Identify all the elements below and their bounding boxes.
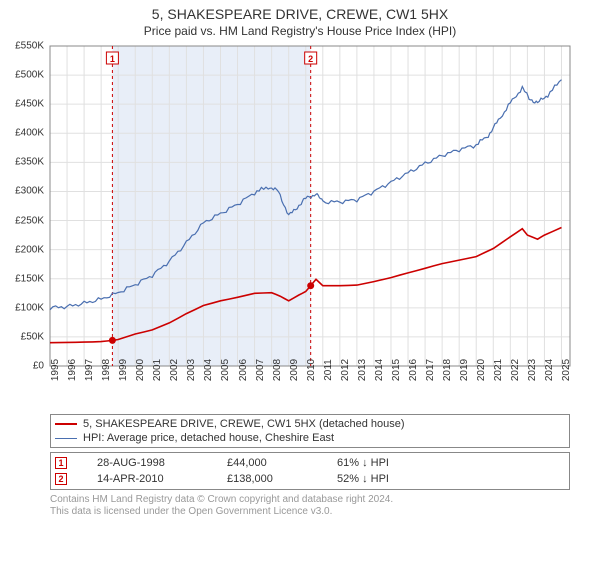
x-axis-label: 2004 xyxy=(203,359,214,381)
transaction-delta: 61% ↓ HPI xyxy=(337,455,389,471)
transaction-marker: 1 xyxy=(55,457,67,469)
y-axis-label: £400K xyxy=(15,128,44,139)
x-axis-label: 2011 xyxy=(323,359,334,381)
x-axis-label: 1996 xyxy=(67,359,78,381)
y-axis-label: £150K xyxy=(15,273,44,284)
transactions-table: 1 28-AUG-1998 £44,000 61% ↓ HPI 2 14-APR-2010… xyxy=(50,452,570,490)
x-axis-label: 2013 xyxy=(357,359,368,381)
x-axis-label: 2009 xyxy=(289,359,300,381)
y-axis-label: £200K xyxy=(15,244,44,255)
y-axis-label: £50K xyxy=(21,331,44,342)
svg-text:2: 2 xyxy=(308,54,313,64)
footer-text: Contains HM Land Registry data © Crown c… xyxy=(50,494,570,518)
y-axis-label: £550K xyxy=(15,41,44,52)
x-axis-label: 2010 xyxy=(306,359,317,381)
footer-line-2: This data is licensed under the Open Gov… xyxy=(50,506,570,518)
x-axis-label: 2018 xyxy=(442,359,453,381)
chart-subtitle: Price paid vs. HM Land Registry's House … xyxy=(0,24,600,38)
x-axis-label: 2007 xyxy=(255,359,266,381)
x-axis-label: 2017 xyxy=(425,359,436,381)
x-axis-label: 2014 xyxy=(374,359,385,381)
x-axis-label: 2016 xyxy=(408,359,419,381)
x-axis-label: 2012 xyxy=(340,359,351,381)
transaction-price: £138,000 xyxy=(227,471,307,487)
legend-item: 5, SHAKESPEARE DRIVE, CREWE, CW1 5HX (de… xyxy=(55,417,565,431)
chart-legend: 5, SHAKESPEARE DRIVE, CREWE, CW1 5HX (de… xyxy=(50,414,570,448)
x-axis-label: 2019 xyxy=(459,359,470,381)
chart-title: 5, SHAKESPEARE DRIVE, CREWE, CW1 5HX xyxy=(0,6,600,22)
transaction-row: 1 28-AUG-1998 £44,000 61% ↓ HPI xyxy=(55,455,565,471)
y-axis-label: £500K xyxy=(15,70,44,81)
x-axis-label: 2000 xyxy=(135,359,146,381)
x-axis-label: 1997 xyxy=(84,359,95,381)
y-axis-label: £300K xyxy=(15,186,44,197)
transaction-date: 28-AUG-1998 xyxy=(97,455,197,471)
legend-item: HPI: Average price, detached house, Ches… xyxy=(55,431,565,445)
x-axis-label: 2003 xyxy=(186,359,197,381)
x-axis-label: 2002 xyxy=(169,359,180,381)
svg-text:1: 1 xyxy=(110,54,115,64)
legend-label: HPI: Average price, detached house, Ches… xyxy=(83,431,334,445)
x-axis-label: 1999 xyxy=(118,359,129,381)
y-axis-label: £100K xyxy=(15,302,44,313)
legend-swatch xyxy=(55,423,77,425)
transaction-date: 14-APR-2010 xyxy=(97,471,197,487)
x-axis-label: 2020 xyxy=(476,359,487,381)
transaction-delta: 52% ↓ HPI xyxy=(337,471,389,487)
x-axis-label: 2021 xyxy=(493,359,504,381)
x-axis-label: 1998 xyxy=(101,359,112,381)
transaction-marker: 2 xyxy=(55,473,67,485)
x-axis-label: 2006 xyxy=(238,359,249,381)
x-axis-label: 2023 xyxy=(527,359,538,381)
y-axis-label: £250K xyxy=(15,215,44,226)
x-axis-label: 2015 xyxy=(391,359,402,381)
x-axis-label: 2008 xyxy=(272,359,283,381)
y-axis-label: £450K xyxy=(15,99,44,110)
footer-line-1: Contains HM Land Registry data © Crown c… xyxy=(50,494,570,506)
y-axis-label: £0 xyxy=(33,361,44,372)
legend-swatch xyxy=(55,438,77,439)
x-axis-label: 2025 xyxy=(561,359,572,381)
x-axis-label: 2022 xyxy=(510,359,521,381)
transaction-price: £44,000 xyxy=(227,455,307,471)
x-axis-label: 2001 xyxy=(152,359,163,381)
chart-plot: 1 2 £0 £50K £100K £150K £200K £250K £300K £350K £… xyxy=(0,42,600,410)
x-axis-label: 2005 xyxy=(220,359,231,381)
transaction-row: 2 14-APR-2010 £138,000 52% ↓ HPI xyxy=(55,471,565,487)
x-axis-label: 1995 xyxy=(50,359,61,381)
y-axis-label: £350K xyxy=(15,157,44,168)
x-axis-label: 2024 xyxy=(544,359,555,381)
legend-label: 5, SHAKESPEARE DRIVE, CREWE, CW1 5HX (de… xyxy=(83,417,405,431)
